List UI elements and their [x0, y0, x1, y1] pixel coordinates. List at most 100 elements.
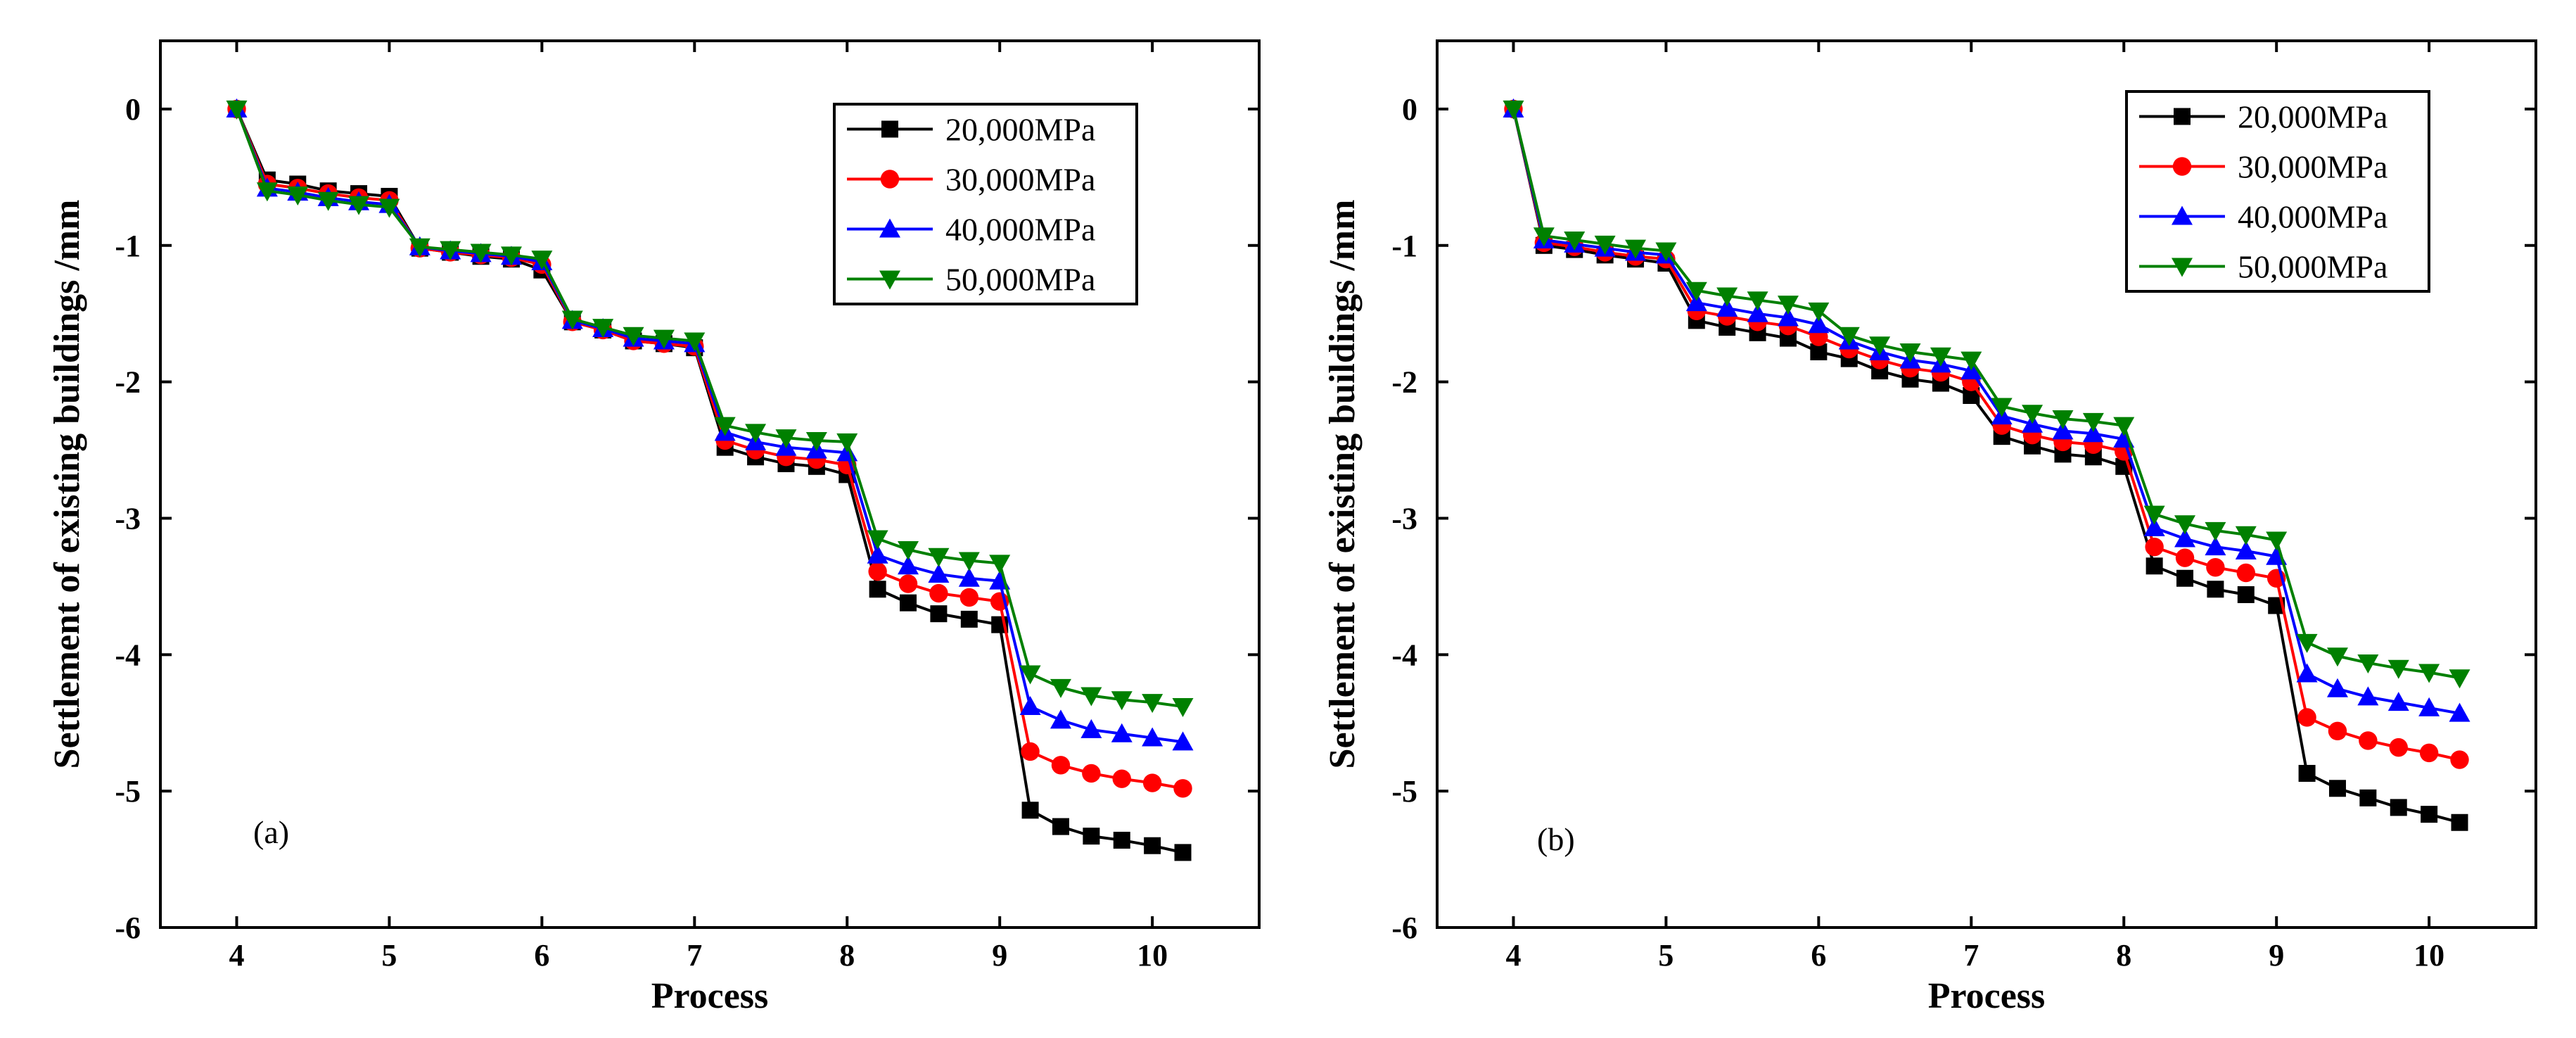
y-tick-label: -6 — [1391, 911, 1417, 945]
data-point — [1144, 837, 1161, 854]
y-tick-label: -3 — [115, 501, 141, 536]
legend-entry: 40,000MPa — [945, 212, 1095, 248]
data-point — [2176, 548, 2194, 567]
data-point — [960, 588, 978, 607]
y-tick-label: -2 — [115, 365, 141, 400]
legend-marker — [881, 170, 899, 188]
data-point — [2206, 558, 2224, 576]
y-tick-label: -3 — [1391, 501, 1417, 536]
data-point — [1050, 709, 1071, 728]
legend-marker — [2173, 157, 2191, 175]
data-point — [2421, 806, 2437, 823]
legend: 20,000MPa 30,000MPa 40,000MPa 50,000MPa — [834, 104, 1137, 304]
x-tick-label: 8 — [2116, 938, 2131, 973]
y-tick-label: -5 — [115, 774, 141, 809]
data-point — [2420, 744, 2438, 762]
x-tick-label: 6 — [534, 938, 549, 973]
y-tick-label: -1 — [115, 229, 141, 263]
legend-entry: 20,000MPa — [945, 112, 1095, 148]
data-point — [2449, 669, 2470, 688]
data-point — [2390, 738, 2408, 757]
y-tick-label: 0 — [125, 92, 141, 127]
data-point — [1173, 779, 1192, 797]
data-point — [1052, 818, 1069, 835]
x-tick-label: 5 — [381, 938, 397, 973]
data-point — [2328, 722, 2347, 740]
legend-marker — [881, 121, 898, 138]
data-point — [2450, 750, 2468, 768]
data-point — [2329, 780, 2346, 797]
legend-entry: 40,000MPa — [2238, 199, 2387, 235]
x-axis-title: Process — [1928, 976, 2046, 1016]
panel-label: (b) — [1537, 821, 1575, 857]
x-axis-title: Process — [651, 976, 769, 1016]
data-point — [2297, 663, 2318, 682]
y-tick-label: -4 — [115, 638, 141, 672]
data-point — [2207, 581, 2224, 597]
data-point — [900, 595, 917, 612]
panel-label: (a) — [253, 814, 289, 850]
data-point — [961, 611, 978, 628]
x-tick-label: 10 — [1137, 938, 1168, 973]
y-tick-label: -2 — [1391, 365, 1417, 400]
data-point — [2390, 799, 2407, 816]
data-point — [2299, 765, 2316, 782]
legend-entry: 50,000MPa — [2238, 249, 2387, 285]
data-point — [989, 555, 1010, 574]
legend-entry: 20,000MPa — [2238, 99, 2387, 135]
data-point — [869, 581, 886, 597]
data-point — [2113, 417, 2134, 436]
data-point — [1052, 756, 1070, 774]
data-point — [929, 584, 948, 602]
data-point — [2266, 531, 2287, 550]
y-tick-label: -1 — [1391, 229, 1417, 263]
legend-marker — [2174, 108, 2191, 125]
data-point — [1083, 828, 1099, 844]
chart-panel-b: 4 5 6 7 8 9 10 0 -1 -2 -3 -4 -5 -6 Process Settlement o… — [1322, 41, 2536, 1016]
legend: 20,000MPa 30,000MPa 40,000MPa 50,000MPa — [2127, 91, 2429, 291]
x-tick-label: 7 — [687, 938, 702, 973]
x-tick-label: 6 — [1811, 938, 1826, 973]
data-point — [1113, 770, 1131, 788]
x-tick-label: 9 — [2269, 938, 2284, 973]
data-point — [868, 562, 886, 581]
y-tick-label: -6 — [115, 911, 141, 945]
legend-entry: 30,000MPa — [945, 162, 1095, 198]
data-point — [1114, 832, 1130, 849]
data-point — [2237, 564, 2255, 582]
y-axis-title: Settlement of existing buildings /mm — [47, 200, 87, 769]
data-point — [1960, 352, 1982, 371]
data-point — [2176, 570, 2193, 587]
x-tick-label: 4 — [229, 938, 244, 973]
x-tick-label: 4 — [1505, 938, 1521, 973]
x-tick-label: 7 — [1963, 938, 1979, 973]
y-axis-title: Settlement of existing buildings /mm — [1322, 200, 1363, 769]
x-tick-label: 8 — [839, 938, 855, 973]
data-point — [1173, 698, 1194, 717]
data-point — [1021, 742, 1039, 761]
data-point — [899, 574, 917, 593]
y-tick-label: -4 — [1391, 638, 1417, 672]
data-point — [2146, 557, 2163, 574]
data-point — [1022, 802, 1039, 818]
data-point — [2451, 814, 2468, 831]
legend-entry: 30,000MPa — [2238, 149, 2387, 185]
data-point — [2327, 678, 2348, 697]
data-point — [1143, 773, 1161, 792]
y-tick-label: 0 — [1402, 92, 1417, 127]
x-tick-label: 10 — [2414, 938, 2444, 973]
data-point — [2359, 790, 2376, 806]
data-point — [2145, 538, 2163, 556]
data-point — [1175, 844, 1192, 861]
data-point — [1082, 764, 1100, 783]
data-point — [1020, 696, 1041, 715]
x-tick-label: 9 — [992, 938, 1007, 973]
data-point — [2297, 708, 2316, 726]
x-tick-label: 5 — [1658, 938, 1673, 973]
data-point — [2238, 586, 2255, 603]
y-tick-label: -5 — [1391, 774, 1417, 809]
data-point — [930, 605, 947, 622]
data-point — [2359, 731, 2377, 749]
figure-canvas: 4 5 6 7 8 9 10 0 -1 -2 -3 -4 -5 -6 Process Settlement o… — [0, 0, 2576, 1038]
legend-entry: 50,000MPa — [945, 262, 1095, 298]
